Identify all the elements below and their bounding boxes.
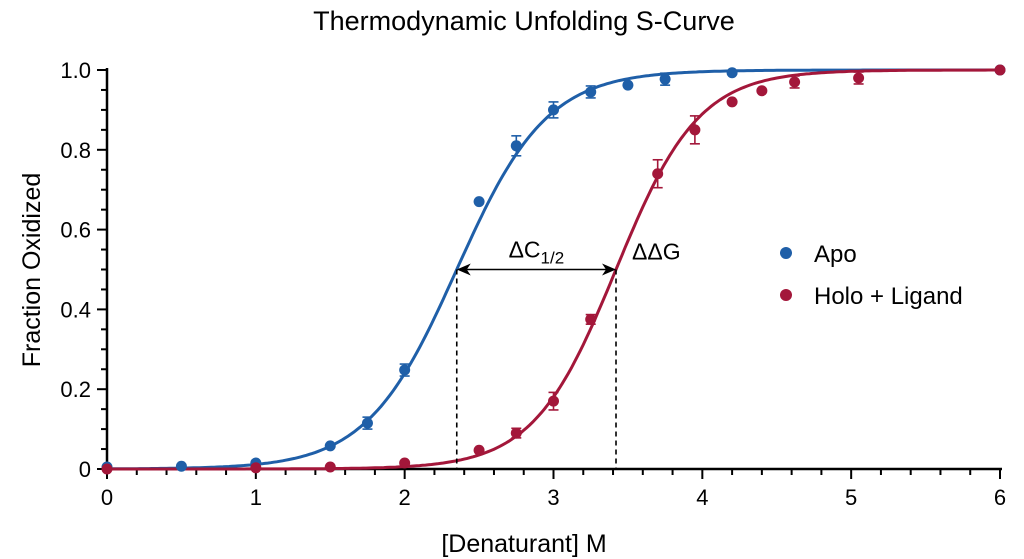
- data-point-apo: [622, 79, 634, 91]
- data-points: [101, 64, 1006, 475]
- y-axis-label: Fraction Oxidized: [18, 173, 46, 368]
- data-point-holo: [689, 124, 701, 136]
- y-tick-label: 0.2: [60, 377, 91, 402]
- y-tick-label: 0.4: [60, 297, 91, 322]
- annotations: ΔC1/2 ΔΔG: [455, 237, 681, 469]
- data-point-apo: [585, 86, 597, 98]
- x-tick-label: 3: [547, 485, 559, 510]
- x-tick-label: 0: [101, 485, 113, 510]
- data-point-holo: [726, 96, 738, 108]
- data-point-holo: [510, 427, 522, 439]
- data-point-apo: [175, 460, 187, 472]
- chart-title: Thermodynamic Unfolding S-Curve: [313, 6, 735, 36]
- data-point-apo: [548, 104, 559, 116]
- legend-label-apo: Apo: [814, 241, 857, 268]
- x-axis-label: [Denaturant] M: [441, 530, 606, 558]
- x-tick-label: 4: [696, 485, 708, 510]
- data-point-holo: [548, 395, 559, 407]
- data-point-apo: [399, 364, 411, 376]
- arrowhead-left: [456, 263, 471, 276]
- data-point-apo: [473, 196, 485, 208]
- x-tick-label: 2: [399, 485, 411, 510]
- x-tick-label: 1: [250, 485, 262, 510]
- data-point-holo: [652, 168, 664, 180]
- y-tick-label: 0.6: [60, 218, 91, 243]
- data-point-holo: [789, 76, 801, 88]
- axes: 0 1 2 3 4 5 6 0 0.2 0.4 0.6 0.8 1.0: [60, 58, 1006, 510]
- data-point-apo: [726, 67, 738, 79]
- data-point-apo: [361, 417, 373, 429]
- data-point-holo: [994, 64, 1006, 76]
- arrowhead-right: [602, 263, 617, 276]
- data-point-holo: [585, 313, 597, 325]
- x-tick-label: 6: [994, 485, 1006, 510]
- data-point-holo: [324, 461, 336, 473]
- data-point-holo: [473, 444, 485, 456]
- y-tick-label: 0.8: [60, 138, 91, 163]
- legend-marker-apo: [780, 247, 792, 259]
- delta-c-half-label: ΔC1/2: [509, 237, 565, 268]
- data-point-holo: [853, 72, 865, 84]
- data-point-holo: [250, 462, 262, 474]
- delta-delta-g-label: ΔΔG: [632, 239, 681, 265]
- data-point-apo: [659, 73, 671, 85]
- data-point-holo: [101, 463, 113, 475]
- y-tick-label: 1.0: [60, 58, 91, 83]
- legend-label-holo: Holo + Ligand: [814, 283, 963, 310]
- legend: Apo Holo + Ligand: [780, 241, 963, 310]
- data-point-apo: [510, 140, 522, 152]
- data-point-holo: [756, 85, 768, 97]
- data-point-holo: [399, 457, 411, 469]
- x-tick-label: 5: [845, 485, 857, 510]
- legend-marker-holo: [780, 289, 792, 301]
- data-point-apo: [324, 440, 336, 452]
- y-tick-label: 0: [79, 457, 91, 482]
